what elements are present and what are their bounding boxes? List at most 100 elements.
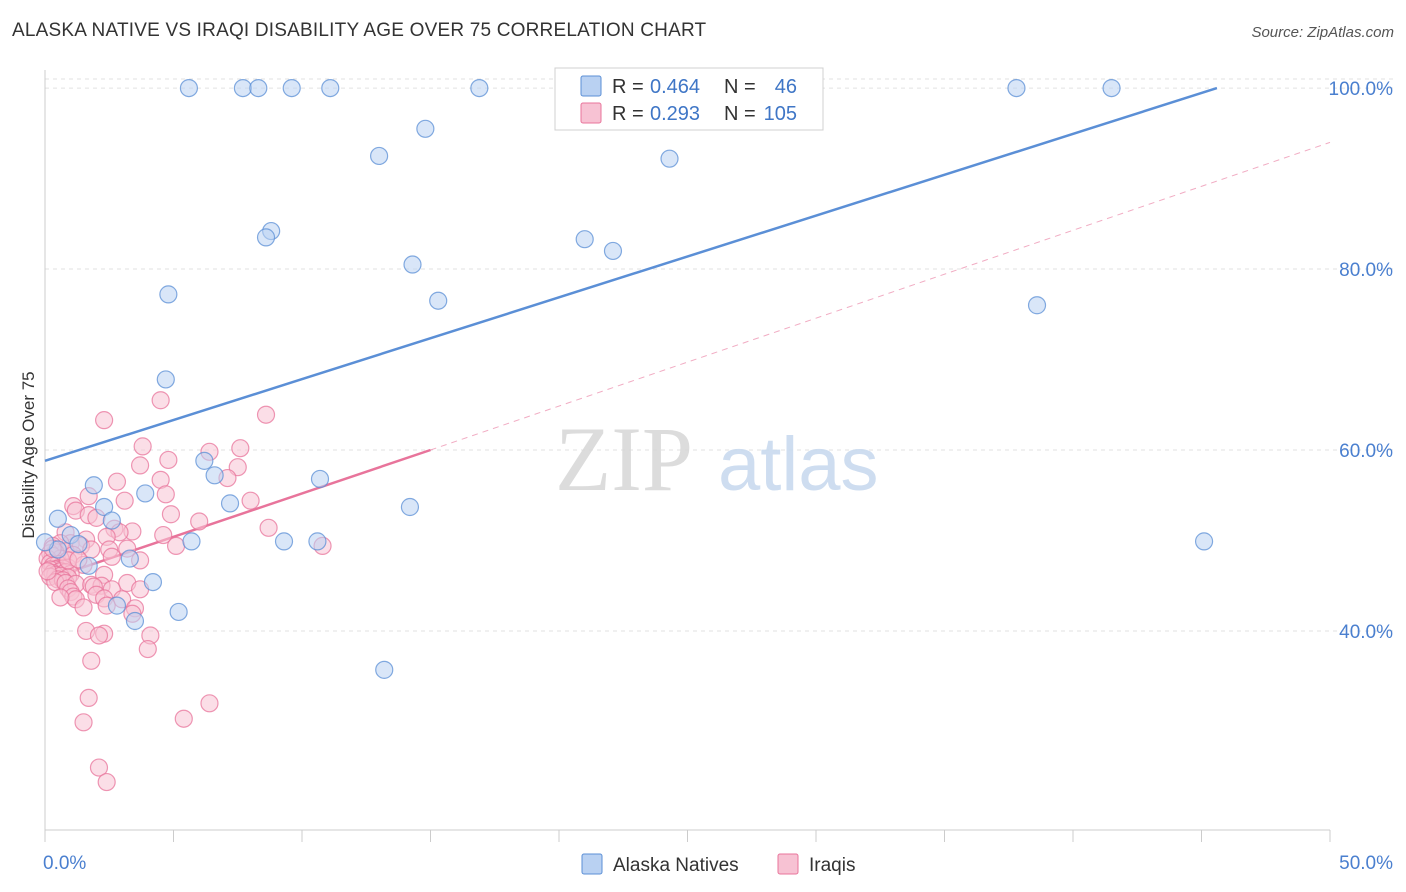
alaska-point-19 [1027,296,1047,315]
alaska-point-4 [321,78,340,98]
alaska-point-35 [308,532,327,551]
alaska-point-22 [205,466,224,485]
iraqi-point-96 [79,688,98,708]
alaska-point-28 [95,497,114,517]
alaska-point-29 [48,509,67,528]
alaska-point-43 [125,611,145,631]
iraqi-point-35 [166,536,186,556]
chart-title: ALASKA NATIVE VS IRAQI DISABILITY AGE OV… [12,20,707,41]
iraqi-point-4 [231,439,250,458]
iraqi-point-100 [97,772,116,792]
watermark-zip: ZIP [555,408,693,510]
legend-swatch-alaska [580,75,602,97]
alaska-point-13 [256,228,276,247]
iraqi-point-44 [102,547,121,566]
legend-swatch-iraqis [580,102,602,124]
iraqi-point-1 [256,405,276,424]
alaska-point-20 [156,370,175,389]
iraqi-point-19 [161,505,181,524]
alaska-point-16 [403,255,422,274]
iraqi-point-92 [89,626,109,645]
alaska-point-9 [416,119,435,138]
iraqi-point-27 [154,525,173,545]
y-tick-label-0: 40.0% [1339,622,1393,643]
x-tick-label-min: 0.0% [43,853,86,874]
alaska-point-11 [660,149,679,168]
alaska-point-14 [603,241,623,261]
iraqi-point-93 [138,639,157,659]
iraqi-point-94 [82,651,101,670]
chart-source: Source: ZipAtlas.com [1251,24,1394,41]
alaska-point-44 [375,660,394,679]
legend-n-value-iraqis: 105 [764,103,797,125]
trend-extension-iraqis [430,141,1331,451]
alaska-point-32 [69,534,88,554]
alaska-point-8 [1102,78,1121,98]
alaska-point-36 [1194,532,1214,551]
iraqi-point-84 [51,588,70,607]
iraqi-point-7 [130,456,150,475]
alaska-point-39 [79,556,98,575]
legend-n-label-2: N = [724,103,756,125]
iraqi-point-21 [190,512,209,531]
alaska-point-41 [107,596,127,615]
iraqi-point-10 [107,472,127,491]
alaska-point-2 [249,78,268,98]
bottom-legend-label-iraqis: Iraqis [809,855,855,876]
alaska-point-0 [179,78,199,98]
iraqi-point-22 [259,518,278,537]
alaska-point-21 [195,451,214,470]
iraqi-point-98 [74,713,93,732]
legend-r-value-alaska: 0.464 [650,76,700,98]
x-tick-label-max: 50.0% [1339,853,1393,874]
bottom-legend-label-alaska: Alaska Natives [613,855,739,876]
legend-n-label: N = [724,76,756,98]
alaska-point-30 [102,511,121,530]
alaska-point-26 [310,469,330,489]
alaska-point-42 [169,602,188,622]
y-tick-labels: 40.0% 60.0% 80.0% 100.0% [1329,79,1394,643]
alaska-point-18 [159,285,178,304]
legend-r-label-2: R = [612,103,644,125]
alaska-point-34 [274,532,294,551]
gridlines [45,78,1395,632]
alaska-point-25 [136,484,155,503]
watermark: ZIP atlas [555,408,879,510]
watermark-atlas: atlas [718,422,879,507]
alaska-point-10 [370,146,389,166]
alaska-point-17 [429,291,448,310]
iraqi-point-99 [89,758,109,777]
iraqi-point-86 [74,598,93,617]
legend-r-value-iraqis: 0.293 [650,103,700,125]
iraqi-point-15 [241,491,260,510]
alaska-point-27 [400,497,420,517]
axes [44,70,1331,842]
alaska-point-5 [470,78,489,98]
bottom-legend-swatch-alaska [581,853,603,875]
iraqi-point-0 [151,391,170,410]
alaska-point-7 [1007,78,1026,98]
series-points-iraqis [38,391,332,792]
series-legend: Alaska Natives Iraqis [581,853,855,876]
iraqi-point-3 [133,437,152,456]
iraqi-point-14 [115,491,134,510]
y-tick-label-1: 60.0% [1339,441,1393,462]
iraqi-point-12 [156,485,175,504]
alaska-point-33 [182,532,201,551]
series-points-alaska [35,78,1214,679]
alaska-point-24 [84,476,103,495]
legend-n-value-alaska: 46 [775,76,797,98]
y-tick-label-2: 80.0% [1339,260,1393,281]
data-points [35,78,1214,792]
trend-line-alaska [44,86,1218,463]
alaska-point-15 [575,230,594,249]
bottom-legend-swatch-iraqis [777,853,799,875]
stats-legend: R = 0.464 N = 46 R = 0.293 N = 105 [554,67,824,131]
alaska-point-3 [282,78,301,98]
x-tick-labels: 0.0% 50.0% [43,853,1393,874]
alaska-point-1 [233,78,252,98]
alaska-point-38 [120,549,139,568]
y-tick-label-3: 100.0% [1329,79,1394,100]
alaska-point-23 [220,494,240,513]
